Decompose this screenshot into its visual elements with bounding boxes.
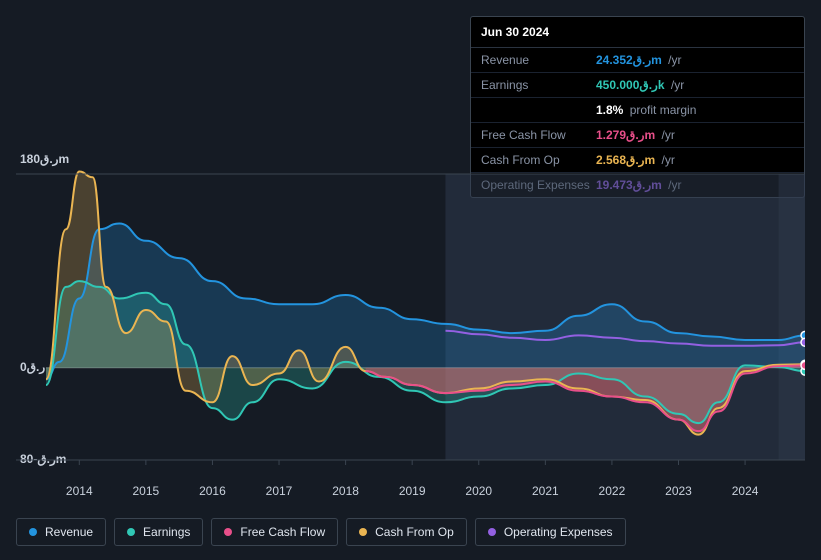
x-axis-label: 2022 [599,484,626,498]
x-axis-label: 2017 [266,484,293,498]
fcf-end-dot [801,361,805,369]
legend-dot-icon [359,528,367,536]
legend-label: Revenue [45,525,93,539]
x-axis-label: 2014 [66,484,93,498]
tooltip-metric-value: 24.352ر.قm /yr [596,53,682,67]
x-axis-label: 2023 [665,484,692,498]
x-axis: 2014 2015 2016 2017 2018 2019 2020 2021 2022 2023… [16,480,805,500]
tooltip-date: Jun 30 2024 [471,17,804,48]
financials-chart [16,160,805,480]
tooltip-metric-label: Revenue [481,53,596,67]
x-axis-label: 2020 [465,484,492,498]
legend-item-revenue[interactable]: Revenue [16,518,106,546]
tooltip-metric-label: Earnings [481,78,596,92]
legend-item-cash-from-op[interactable]: Cash From Op [346,518,467,546]
tooltip-row: 1.8% profit margin [471,98,804,123]
tooltip-row: Free Cash Flow1.279ر.قm /yr [471,123,804,148]
legend-label: Free Cash Flow [240,525,325,539]
x-axis-label: 2018 [332,484,359,498]
x-axis-label: 2016 [199,484,226,498]
tooltip-row: Revenue24.352ر.قm /yr [471,48,804,73]
x-axis-label: 2019 [399,484,426,498]
x-axis-label: 2015 [133,484,160,498]
legend-item-free-cash-flow[interactable]: Free Cash Flow [211,518,338,546]
legend-label: Operating Expenses [504,525,613,539]
legend-dot-icon [488,528,496,536]
legend-dot-icon [224,528,232,536]
x-axis-label: 2021 [532,484,559,498]
tooltip-metric-value: 1.279ر.قm /yr [596,128,675,142]
legend-item-operating-expenses[interactable]: Operating Expenses [475,518,626,546]
legend-dot-icon [127,528,135,536]
chart-legend: Revenue Earnings Free Cash Flow Cash From O… [16,518,626,546]
chart-plot-area [16,160,805,460]
edge-band [778,174,805,460]
tooltip-metric-label: Free Cash Flow [481,128,596,142]
legend-dot-icon [29,528,37,536]
tooltip-metric-value: 1.8% profit margin [596,103,696,117]
tooltip-metric-label [481,103,596,117]
tooltip-metric-value: 450.000ر.قk /yr [596,78,684,92]
legend-item-earnings[interactable]: Earnings [114,518,203,546]
opex-end-dot [801,338,805,346]
x-axis-label: 2024 [732,484,759,498]
tooltip-row: Earnings450.000ر.قk /yr [471,73,804,98]
legend-label: Cash From Op [375,525,454,539]
legend-label: Earnings [143,525,190,539]
